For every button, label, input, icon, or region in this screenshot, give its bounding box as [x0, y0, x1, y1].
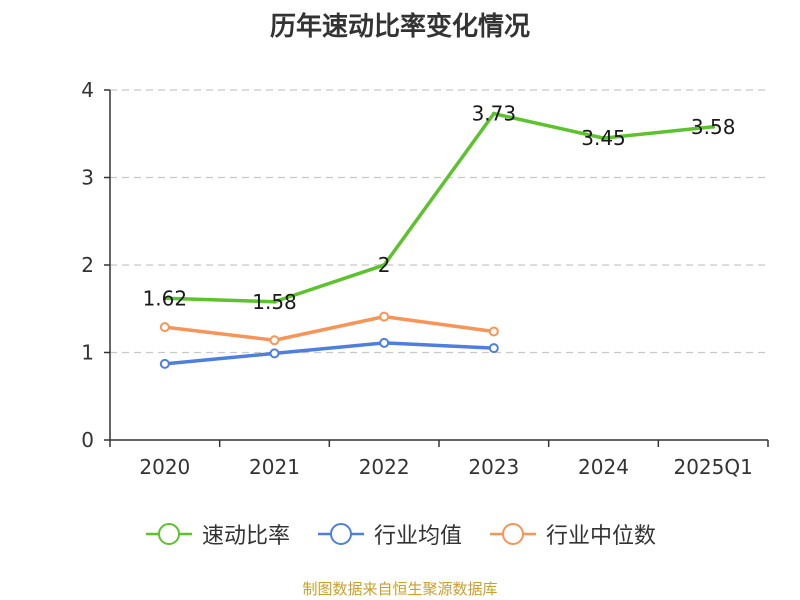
x-tick-label: 2020 — [139, 455, 190, 479]
legend: 速动比率 行业均值 行业中位数 — [0, 518, 800, 550]
data-label: 3.45 — [581, 126, 626, 150]
source-note: 制图数据来自恒生聚源数据库 — [302, 580, 498, 598]
data-point — [488, 326, 499, 337]
data-point — [162, 296, 167, 301]
data-point — [488, 343, 499, 354]
legend-item[interactable]: 速动比率 — [144, 518, 290, 550]
series-line — [164, 341, 494, 366]
legend-item[interactable]: 行业均值 — [316, 518, 462, 550]
chart-title: 历年速动比率变化情况 — [269, 12, 530, 42]
y-tick-label: 3 — [81, 166, 94, 190]
data-point — [159, 358, 170, 369]
legend-marker-icon — [145, 523, 192, 545]
y-tick-label: 4 — [81, 78, 94, 102]
data-point — [491, 111, 496, 116]
data-label: 3.73 — [472, 102, 517, 126]
y-tick-label: 0 — [81, 428, 94, 452]
data-point — [379, 337, 390, 348]
data-label: 1.62 — [143, 286, 188, 310]
legend-label: 速动比率 — [201, 524, 290, 549]
series-line — [164, 111, 714, 304]
x-tick-label: 2024 — [578, 455, 629, 479]
data-point — [382, 263, 387, 267]
data-point — [159, 322, 170, 333]
y-tick-label: 2 — [81, 253, 94, 277]
legend-marker-icon — [490, 523, 536, 545]
legend-label: 行业中位数 — [546, 524, 657, 549]
legend-marker-icon — [317, 523, 364, 545]
data-point — [711, 124, 716, 129]
data-point — [601, 136, 606, 141]
data-point — [269, 335, 280, 346]
x-tick-label: 2023 — [468, 455, 519, 479]
x-tick-label: 2022 — [359, 455, 410, 479]
x-tick-label: 2025Q1 — [673, 455, 752, 479]
gridlines — [110, 89, 768, 354]
series-line — [164, 314, 495, 342]
data-point — [379, 311, 390, 322]
data-point — [269, 348, 280, 359]
x-tick-label: 2021 — [249, 455, 300, 479]
data-label: 3.58 — [691, 115, 736, 139]
data-labels: 1.62 1.58 2 3.73 3.45 3.58 — [143, 102, 736, 314]
axes: 0 1 2 3 4 2020 2021 2022 2023 2024 2025Q1 — [81, 78, 769, 479]
data-label: 2 — [378, 253, 391, 277]
series-lines — [159, 111, 716, 369]
legend-label: 行业均值 — [373, 524, 462, 549]
data-label: 1.58 — [252, 290, 297, 314]
legend-item[interactable]: 行业中位数 — [488, 518, 656, 550]
y-tick-label: 1 — [81, 341, 94, 365]
data-point — [272, 299, 277, 304]
